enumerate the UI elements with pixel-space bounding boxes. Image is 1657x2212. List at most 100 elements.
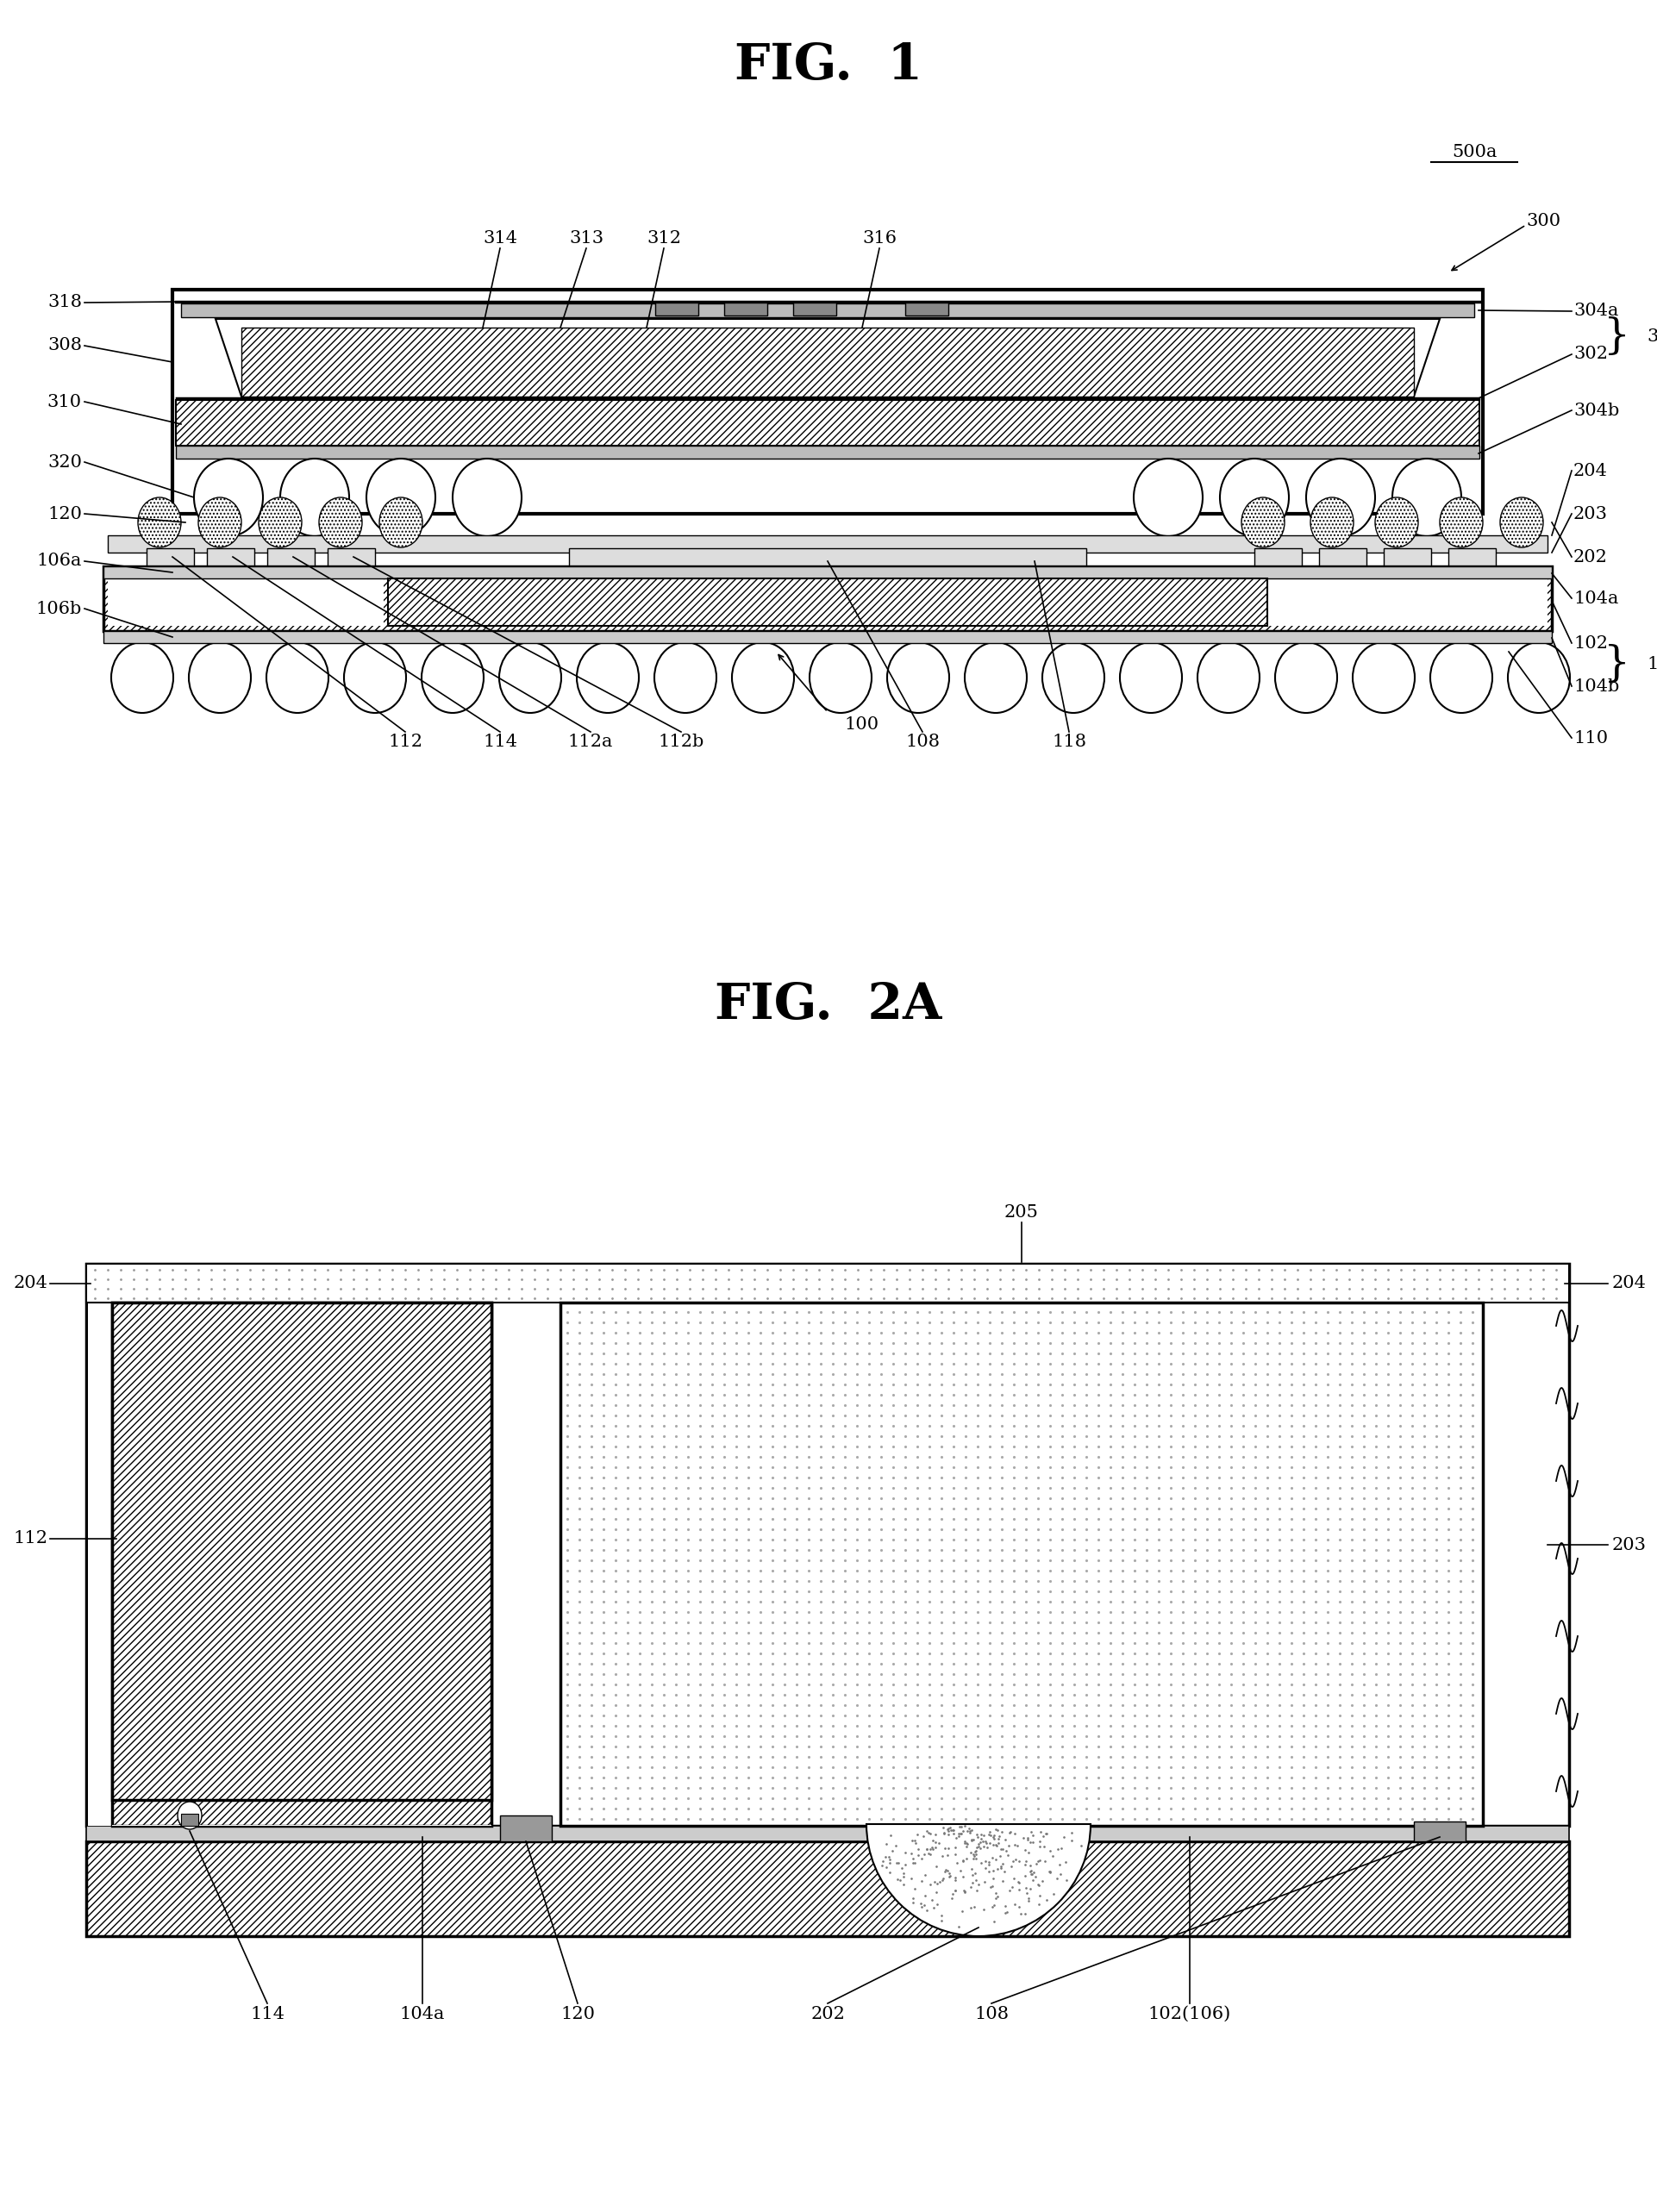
Text: 102(106): 102(106) xyxy=(1148,2006,1231,2022)
Bar xyxy=(500,1816,552,1840)
Text: 312: 312 xyxy=(646,230,681,246)
Text: 114: 114 xyxy=(482,734,517,750)
Bar xyxy=(1413,1820,1465,1840)
Bar xyxy=(207,549,254,566)
Ellipse shape xyxy=(138,498,181,546)
Bar xyxy=(86,1840,1569,1936)
Text: 106b: 106b xyxy=(36,599,81,617)
Bar xyxy=(88,1303,113,1825)
Text: 204: 204 xyxy=(1574,462,1607,478)
Ellipse shape xyxy=(1120,641,1181,712)
Text: 306: 306 xyxy=(1647,330,1657,345)
Text: 202: 202 xyxy=(1574,549,1607,564)
Bar xyxy=(103,566,1553,577)
Text: 112: 112 xyxy=(13,1531,48,1546)
Text: 112: 112 xyxy=(388,734,423,750)
Bar xyxy=(568,549,1087,566)
Ellipse shape xyxy=(1276,641,1337,712)
Bar xyxy=(724,301,767,316)
Text: 102: 102 xyxy=(1574,635,1607,650)
Ellipse shape xyxy=(280,458,350,535)
Bar xyxy=(1448,549,1496,566)
Text: 104a: 104a xyxy=(399,2006,446,2022)
Bar xyxy=(1319,549,1367,566)
Ellipse shape xyxy=(1198,641,1259,712)
Bar xyxy=(328,549,374,566)
Text: 120: 120 xyxy=(560,2006,595,2022)
Bar xyxy=(176,400,1480,445)
Bar xyxy=(113,1303,492,1825)
Text: }: } xyxy=(1602,316,1630,358)
Ellipse shape xyxy=(1430,641,1493,712)
Bar xyxy=(108,535,1548,553)
Ellipse shape xyxy=(345,641,406,712)
Ellipse shape xyxy=(577,641,640,712)
Ellipse shape xyxy=(111,641,174,712)
Ellipse shape xyxy=(199,498,242,546)
Bar xyxy=(794,301,837,316)
Text: 300: 300 xyxy=(1526,212,1561,228)
Ellipse shape xyxy=(258,498,302,546)
Ellipse shape xyxy=(1133,458,1203,535)
Ellipse shape xyxy=(194,458,263,535)
Ellipse shape xyxy=(267,641,328,712)
Ellipse shape xyxy=(1042,641,1104,712)
Text: 203: 203 xyxy=(1574,507,1607,522)
Text: FIG.  2A: FIG. 2A xyxy=(714,980,943,1029)
Ellipse shape xyxy=(452,458,522,535)
Ellipse shape xyxy=(1311,498,1354,546)
Text: 318: 318 xyxy=(48,294,81,310)
Ellipse shape xyxy=(421,641,484,712)
Bar xyxy=(146,549,194,566)
Bar xyxy=(655,301,698,316)
Text: 310: 310 xyxy=(48,394,81,409)
Text: 314: 314 xyxy=(482,230,517,246)
Ellipse shape xyxy=(1241,498,1284,546)
Text: 320: 320 xyxy=(48,453,81,471)
Ellipse shape xyxy=(379,498,423,546)
Bar xyxy=(905,301,948,316)
Bar xyxy=(103,566,1553,630)
Ellipse shape xyxy=(1375,498,1418,546)
Bar xyxy=(1384,549,1432,566)
Text: 108: 108 xyxy=(905,734,940,750)
Bar xyxy=(388,577,1268,626)
Bar xyxy=(181,1814,199,1825)
Wedge shape xyxy=(867,1825,1090,1936)
Ellipse shape xyxy=(1392,458,1461,535)
Text: 120: 120 xyxy=(48,507,81,522)
Text: 304a: 304a xyxy=(1574,303,1619,319)
Bar xyxy=(560,1303,1483,1825)
Ellipse shape xyxy=(320,498,363,546)
Ellipse shape xyxy=(810,641,872,712)
Bar xyxy=(103,630,1553,644)
Ellipse shape xyxy=(1500,498,1543,546)
Ellipse shape xyxy=(177,1801,202,1829)
Bar xyxy=(181,303,1475,316)
Text: FIG.  1: FIG. 1 xyxy=(734,42,923,91)
Text: 104b: 104b xyxy=(1574,679,1619,695)
Bar xyxy=(86,1263,1569,1303)
Text: 112b: 112b xyxy=(658,734,704,750)
Text: 204: 204 xyxy=(1612,1276,1647,1292)
Text: 112a: 112a xyxy=(568,734,613,750)
Text: 202: 202 xyxy=(810,2006,845,2022)
Ellipse shape xyxy=(732,641,794,712)
Text: 205: 205 xyxy=(1004,1203,1039,1221)
Bar xyxy=(1254,549,1302,566)
Text: 304b: 304b xyxy=(1574,403,1619,418)
Text: 500a: 500a xyxy=(1452,144,1496,159)
Text: 106a: 106a xyxy=(36,553,81,568)
Text: 203: 203 xyxy=(1612,1537,1647,1553)
Text: 104a: 104a xyxy=(1574,591,1619,606)
Bar xyxy=(113,1303,492,1801)
Text: 108: 108 xyxy=(974,2006,1009,2022)
Polygon shape xyxy=(215,319,1440,396)
Bar xyxy=(176,445,1480,458)
Ellipse shape xyxy=(886,641,949,712)
Text: 316: 316 xyxy=(862,230,896,246)
Text: }: } xyxy=(1602,644,1630,686)
Ellipse shape xyxy=(964,641,1027,712)
Ellipse shape xyxy=(189,641,250,712)
Bar xyxy=(108,577,384,626)
